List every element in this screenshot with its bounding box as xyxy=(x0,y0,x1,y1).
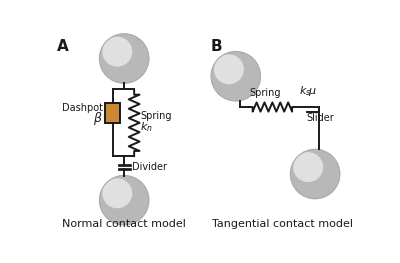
Text: $k_s$: $k_s$ xyxy=(299,84,311,98)
Circle shape xyxy=(215,55,243,84)
Text: Slider: Slider xyxy=(307,113,334,123)
Circle shape xyxy=(100,34,149,83)
Circle shape xyxy=(100,175,149,225)
Bar xyxy=(105,103,120,123)
Text: Spring: Spring xyxy=(140,111,172,121)
Circle shape xyxy=(103,179,132,208)
Text: $\mu$: $\mu$ xyxy=(308,86,317,98)
Text: Normal contact model: Normal contact model xyxy=(62,219,186,229)
Text: $\beta$: $\beta$ xyxy=(93,110,102,127)
Circle shape xyxy=(103,37,132,66)
Text: $k_n$: $k_n$ xyxy=(140,120,153,134)
Circle shape xyxy=(211,52,260,101)
Text: Dashpot: Dashpot xyxy=(62,103,102,113)
Text: Spring: Spring xyxy=(249,88,280,98)
Text: Divider: Divider xyxy=(132,162,167,172)
Text: A: A xyxy=(57,39,69,54)
Text: Tangential contact model: Tangential contact model xyxy=(212,219,352,229)
Circle shape xyxy=(290,149,340,199)
Circle shape xyxy=(294,153,322,181)
Text: B: B xyxy=(210,39,222,54)
